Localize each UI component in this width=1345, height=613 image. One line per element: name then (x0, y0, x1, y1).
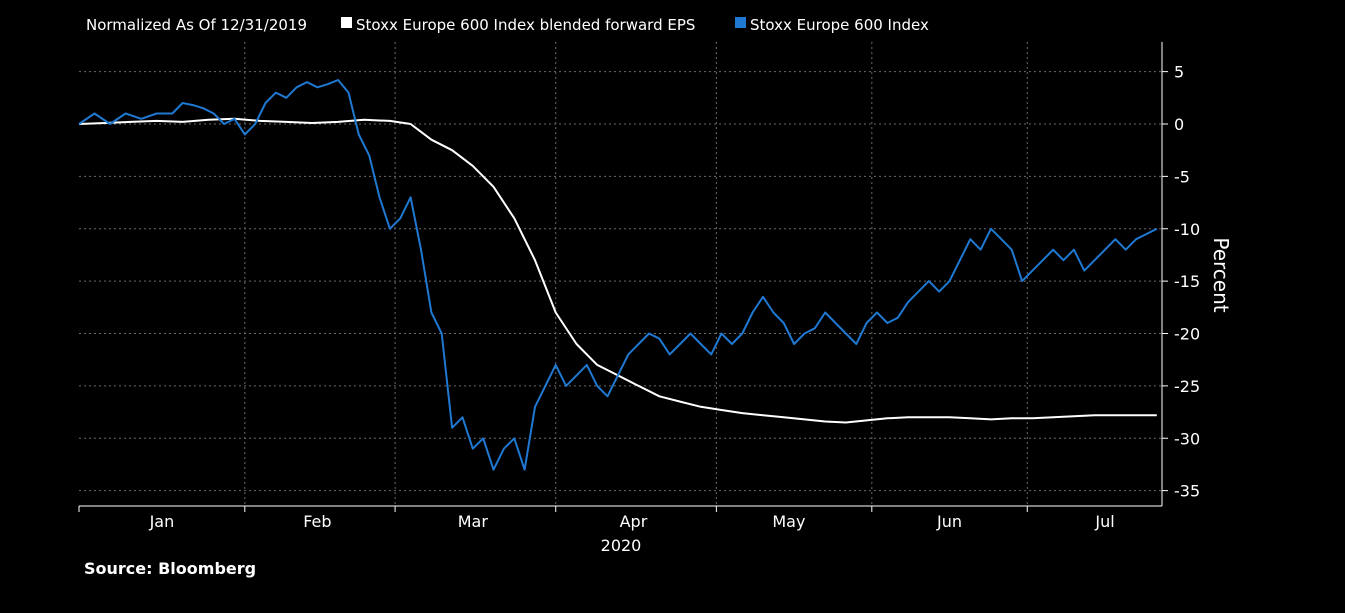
legend: Normalized As Of 12/31/2019 Stoxx Europe… (86, 16, 929, 34)
x-tick-label-feb: Feb (303, 512, 331, 531)
series-lines (78, 79, 1158, 471)
y-tick-label: -10 (1174, 220, 1200, 239)
y-axis-label: Percent (1209, 237, 1233, 312)
y-tick-label: -15 (1174, 272, 1200, 291)
legend-normalized-note: Normalized As Of 12/31/2019 (86, 16, 307, 34)
grid (79, 42, 1162, 506)
y-tick-label: -5 (1174, 167, 1190, 186)
y-tick-label: -35 (1174, 482, 1200, 501)
axes (78, 42, 1168, 512)
x-tick-label-jan: Jan (149, 512, 175, 531)
tick-labels: 5 0 -5 -10 -15 -20 -25 -30 -35 Jan Feb Mar Apr May Jun… (149, 63, 1201, 531)
legend-swatch-index (735, 17, 746, 28)
x-tick-label-jun: Jun (936, 512, 962, 531)
y-tick-label: -25 (1174, 377, 1200, 396)
source-note: Source: Bloomberg (84, 559, 256, 578)
x-tick-label-jul: Jul (1094, 512, 1114, 531)
x-axis-year-label: 2020 (601, 536, 642, 555)
x-tick-label-mar: Mar (458, 512, 489, 531)
y-tick-label: 5 (1174, 63, 1184, 82)
y-tick-label: -20 (1174, 325, 1200, 344)
y-tick-label: 0 (1174, 115, 1184, 134)
series-line-index (78, 79, 1158, 471)
series-line-eps (78, 117, 1157, 424)
x-tick-label-apr: Apr (620, 512, 648, 531)
x-tick-label-may: May (772, 512, 805, 531)
legend-label-eps: Stoxx Europe 600 Index blended forward E… (356, 16, 695, 34)
legend-label-index: Stoxx Europe 600 Index (750, 16, 929, 34)
y-tick-label: -30 (1174, 429, 1200, 448)
legend-swatch-eps (341, 17, 352, 28)
